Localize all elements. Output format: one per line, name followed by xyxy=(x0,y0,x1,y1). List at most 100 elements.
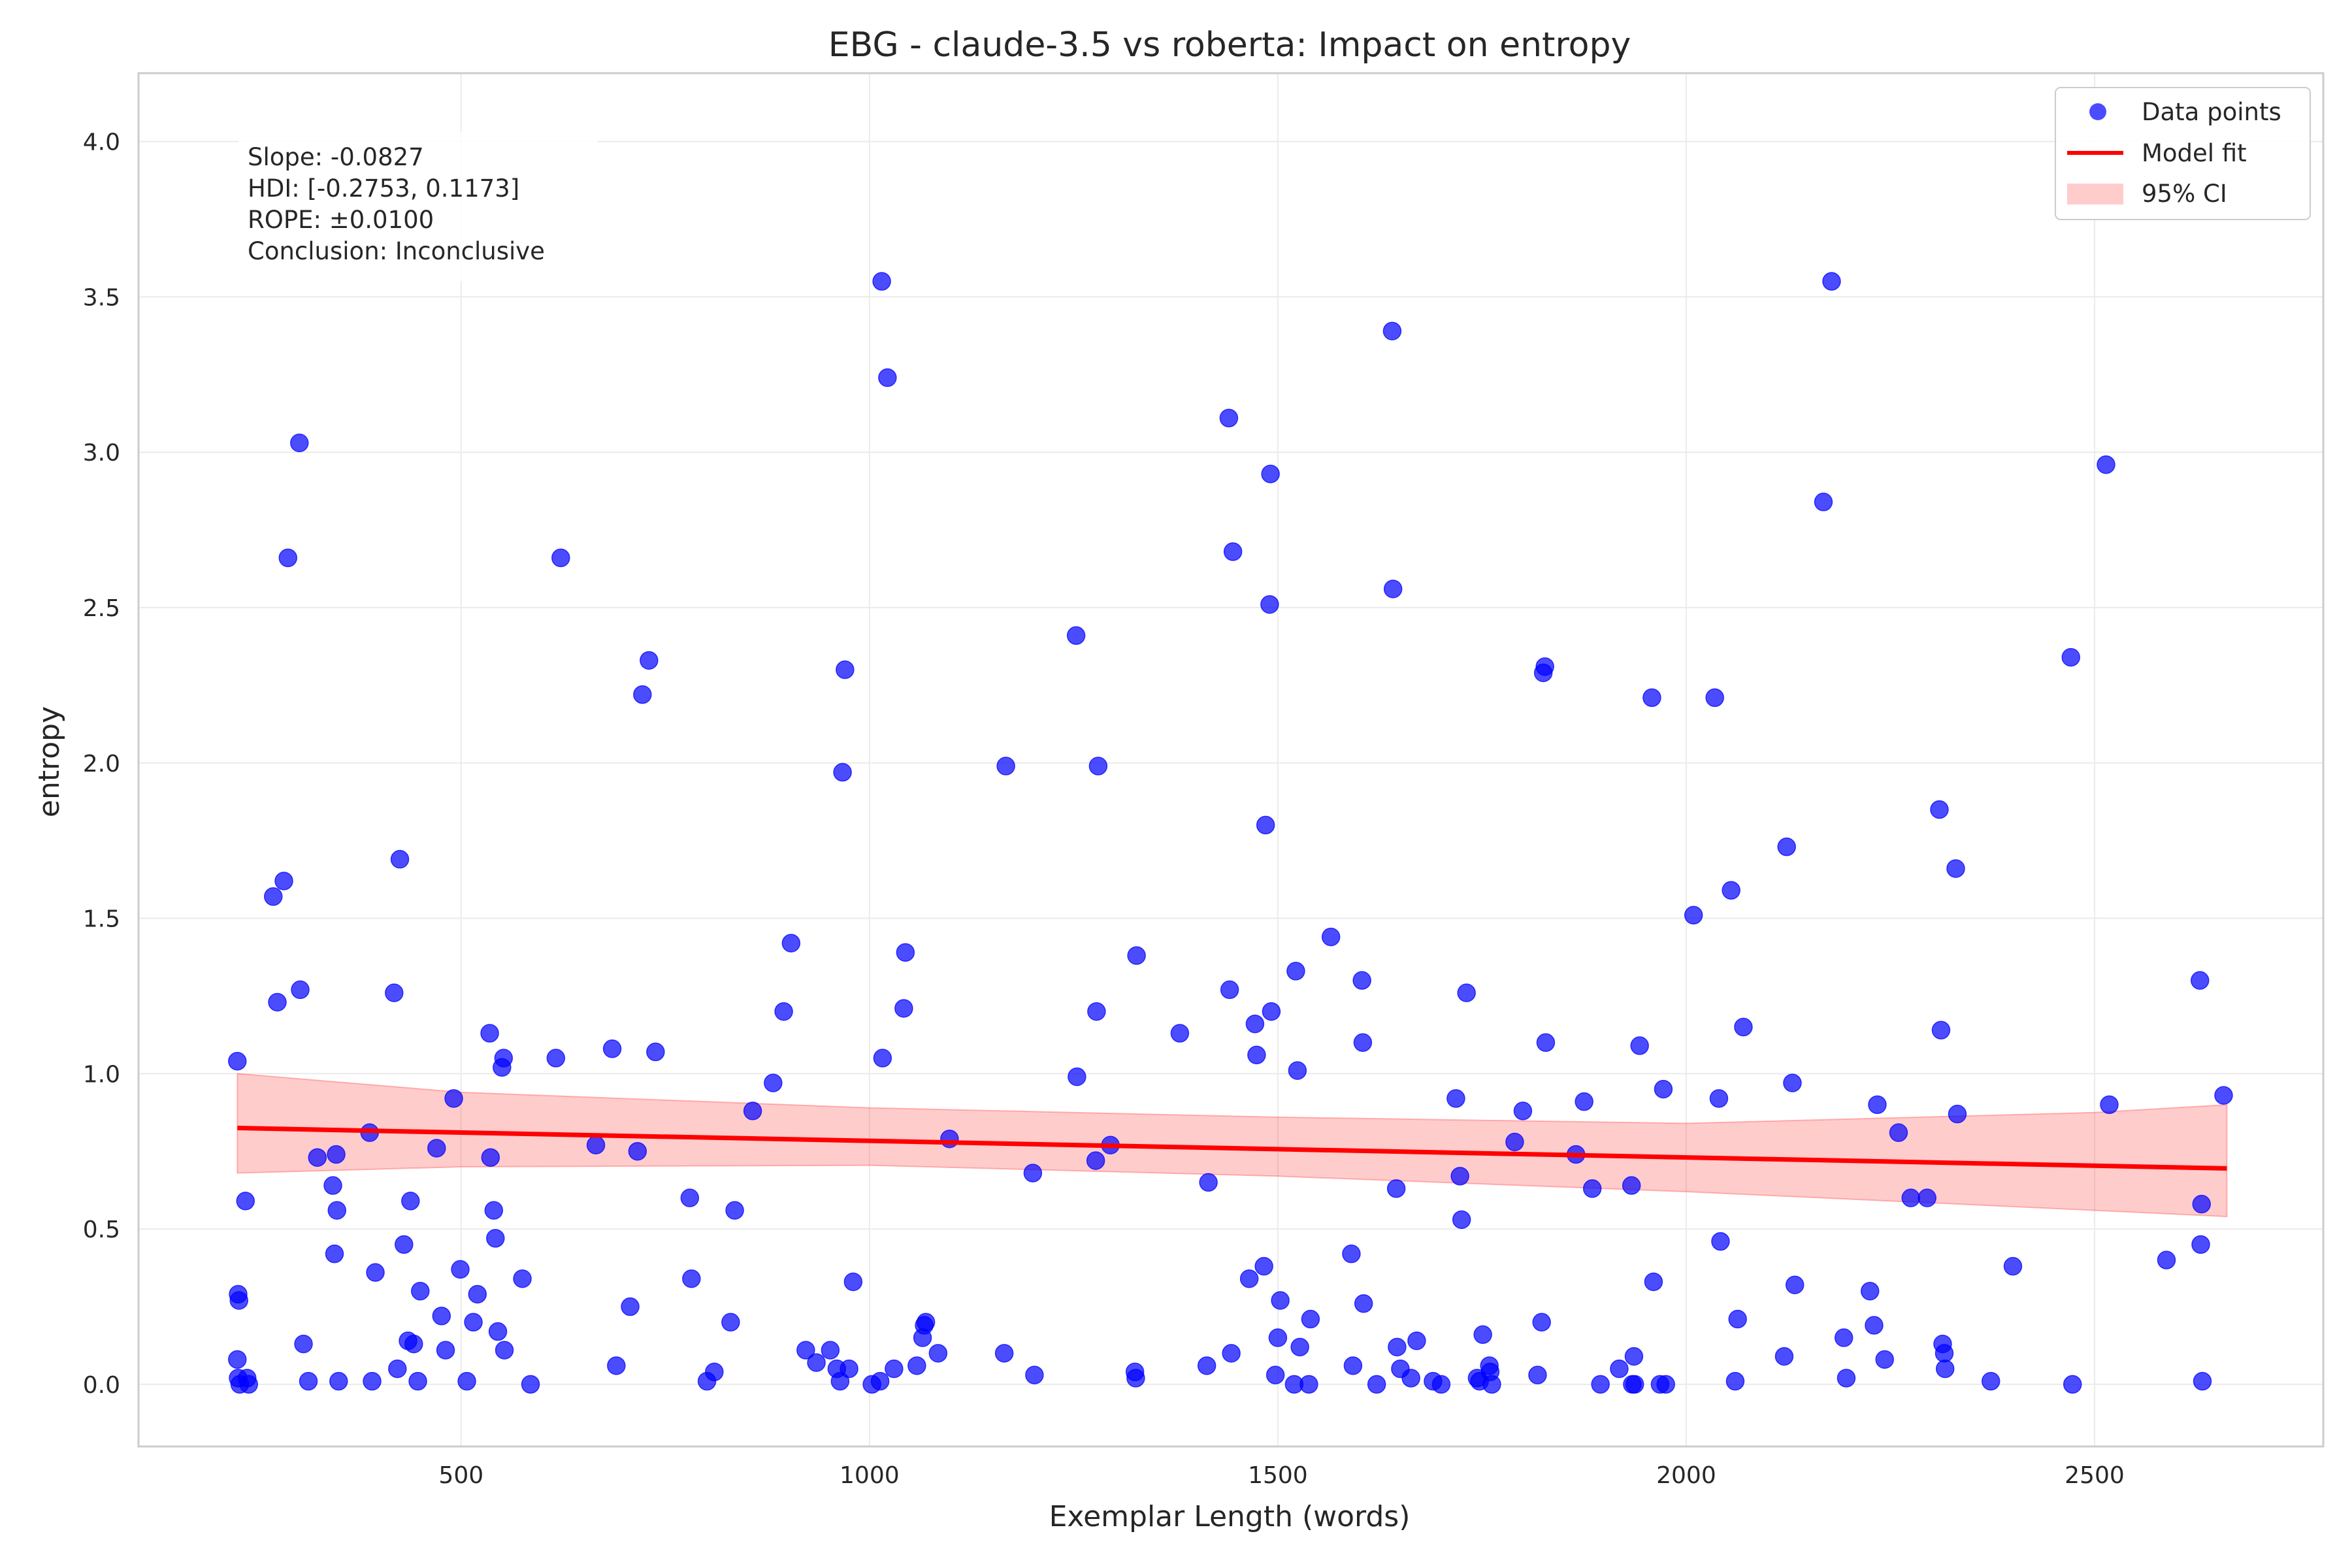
data-point xyxy=(1066,626,1086,645)
data-point xyxy=(2063,1375,2082,1394)
data-point xyxy=(1783,1073,1802,1092)
annotation-rope: ROPE: ±0.0100 xyxy=(248,206,434,234)
data-point xyxy=(1935,1344,1954,1363)
data-point xyxy=(1260,595,1279,614)
data-point xyxy=(436,1341,455,1360)
data-point xyxy=(1535,657,1554,676)
data-point xyxy=(633,685,652,704)
legend-marker-ci xyxy=(2067,184,2123,204)
data-point xyxy=(1656,1375,1675,1394)
plot-frame xyxy=(137,72,2325,1448)
data-point xyxy=(1931,1021,1951,1039)
data-point xyxy=(940,1129,959,1149)
data-point xyxy=(1575,1092,1593,1111)
data-point xyxy=(1711,1232,1730,1251)
data-point xyxy=(1383,580,1403,598)
data-point xyxy=(432,1307,451,1326)
data-point xyxy=(774,1002,793,1021)
data-point xyxy=(1127,946,1146,965)
data-point xyxy=(1644,1272,1663,1292)
data-point xyxy=(1431,1375,1451,1394)
data-point xyxy=(239,1375,259,1394)
data-point xyxy=(2100,1095,2119,1115)
data-point xyxy=(646,1042,665,1062)
data-point xyxy=(996,757,1015,776)
data-point xyxy=(366,1263,385,1282)
data-point xyxy=(278,548,298,568)
data-point xyxy=(1299,1375,1318,1394)
data-point xyxy=(1199,1173,1218,1192)
data-point xyxy=(1622,1176,1641,1195)
data-points-layer xyxy=(228,272,2233,1394)
data-point xyxy=(1734,1017,1753,1037)
data-point xyxy=(821,1341,840,1360)
data-point xyxy=(1654,1079,1673,1099)
data-point xyxy=(1271,1291,1290,1310)
data-point xyxy=(764,1073,783,1092)
data-point xyxy=(1222,1344,1241,1363)
data-point xyxy=(743,1102,762,1120)
data-point xyxy=(484,1201,504,1220)
y-axis-label: entropy xyxy=(33,706,66,817)
x-tick-labels: 500 1000 1500 2000 2500 xyxy=(438,1462,2124,1489)
data-point xyxy=(628,1141,647,1161)
x-tick-label: 500 xyxy=(438,1462,483,1489)
fit-line xyxy=(237,1126,2227,1171)
data-point xyxy=(1457,983,1476,1002)
x-tick-label: 1500 xyxy=(1248,1462,1308,1489)
legend-marker-points xyxy=(2089,103,2106,120)
legend-label-fit: Model fit xyxy=(2142,139,2247,167)
x-tick-label: 1000 xyxy=(840,1462,900,1489)
data-point xyxy=(2214,1086,2233,1105)
data-point xyxy=(1086,1151,1105,1170)
y-tick-label: 3.5 xyxy=(83,284,120,311)
data-point xyxy=(464,1313,483,1332)
data-point xyxy=(843,1272,863,1292)
data-point xyxy=(1814,493,1833,512)
data-point xyxy=(1386,1179,1406,1198)
data-point xyxy=(1126,1369,1145,1388)
data-point xyxy=(546,1049,566,1068)
data-point xyxy=(444,1089,463,1108)
legend: Data points Model fit 95% CI xyxy=(2055,87,2311,220)
data-point xyxy=(1286,962,1305,981)
data-point xyxy=(1261,465,1280,483)
data-point xyxy=(1582,1179,1602,1198)
data-point xyxy=(290,433,309,453)
data-point xyxy=(390,849,410,869)
data-point xyxy=(781,934,801,953)
ci-band xyxy=(237,1073,2228,1218)
x-axis-label: Exemplar Length (words) xyxy=(1049,1500,1411,1533)
data-point xyxy=(1450,1167,1469,1186)
data-point xyxy=(1528,1365,1547,1384)
annotation-slope: Slope: -0.0827 xyxy=(248,143,424,171)
data-point xyxy=(2097,455,2115,474)
data-point xyxy=(1860,1281,1880,1301)
data-point xyxy=(1245,1014,1265,1034)
data-point xyxy=(1536,1033,1556,1053)
data-point xyxy=(1197,1356,1217,1375)
data-point xyxy=(602,1039,622,1058)
data-point xyxy=(2193,1371,2212,1391)
data-point xyxy=(1591,1375,1610,1394)
data-point xyxy=(228,1052,247,1071)
data-point xyxy=(872,272,891,291)
data-point xyxy=(299,1371,318,1391)
data-point xyxy=(229,1291,249,1310)
data-point xyxy=(291,980,310,1000)
data-point xyxy=(1625,1375,1644,1394)
data-point xyxy=(268,992,287,1012)
data-point xyxy=(236,1192,255,1211)
data-point xyxy=(1342,1244,1361,1264)
data-point xyxy=(1875,1350,1894,1369)
ci-band-layer xyxy=(237,1073,2228,1218)
data-point xyxy=(486,1229,505,1248)
data-point xyxy=(1624,1347,1644,1366)
data-point xyxy=(1865,1316,1884,1335)
data-point xyxy=(1256,815,1275,835)
data-point xyxy=(481,1148,500,1167)
data-point xyxy=(870,1371,890,1391)
data-point xyxy=(323,1176,342,1195)
legend-label-points: Data points xyxy=(2142,98,2281,126)
y-tick-label: 1.0 xyxy=(83,1061,120,1088)
